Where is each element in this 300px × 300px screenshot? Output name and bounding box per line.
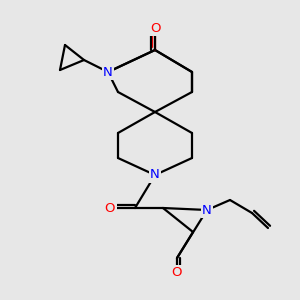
Text: O: O [105, 202, 115, 214]
Text: N: N [202, 203, 212, 217]
Text: N: N [103, 65, 113, 79]
Text: O: O [150, 22, 160, 34]
Text: N: N [150, 169, 160, 182]
Text: O: O [172, 266, 182, 280]
